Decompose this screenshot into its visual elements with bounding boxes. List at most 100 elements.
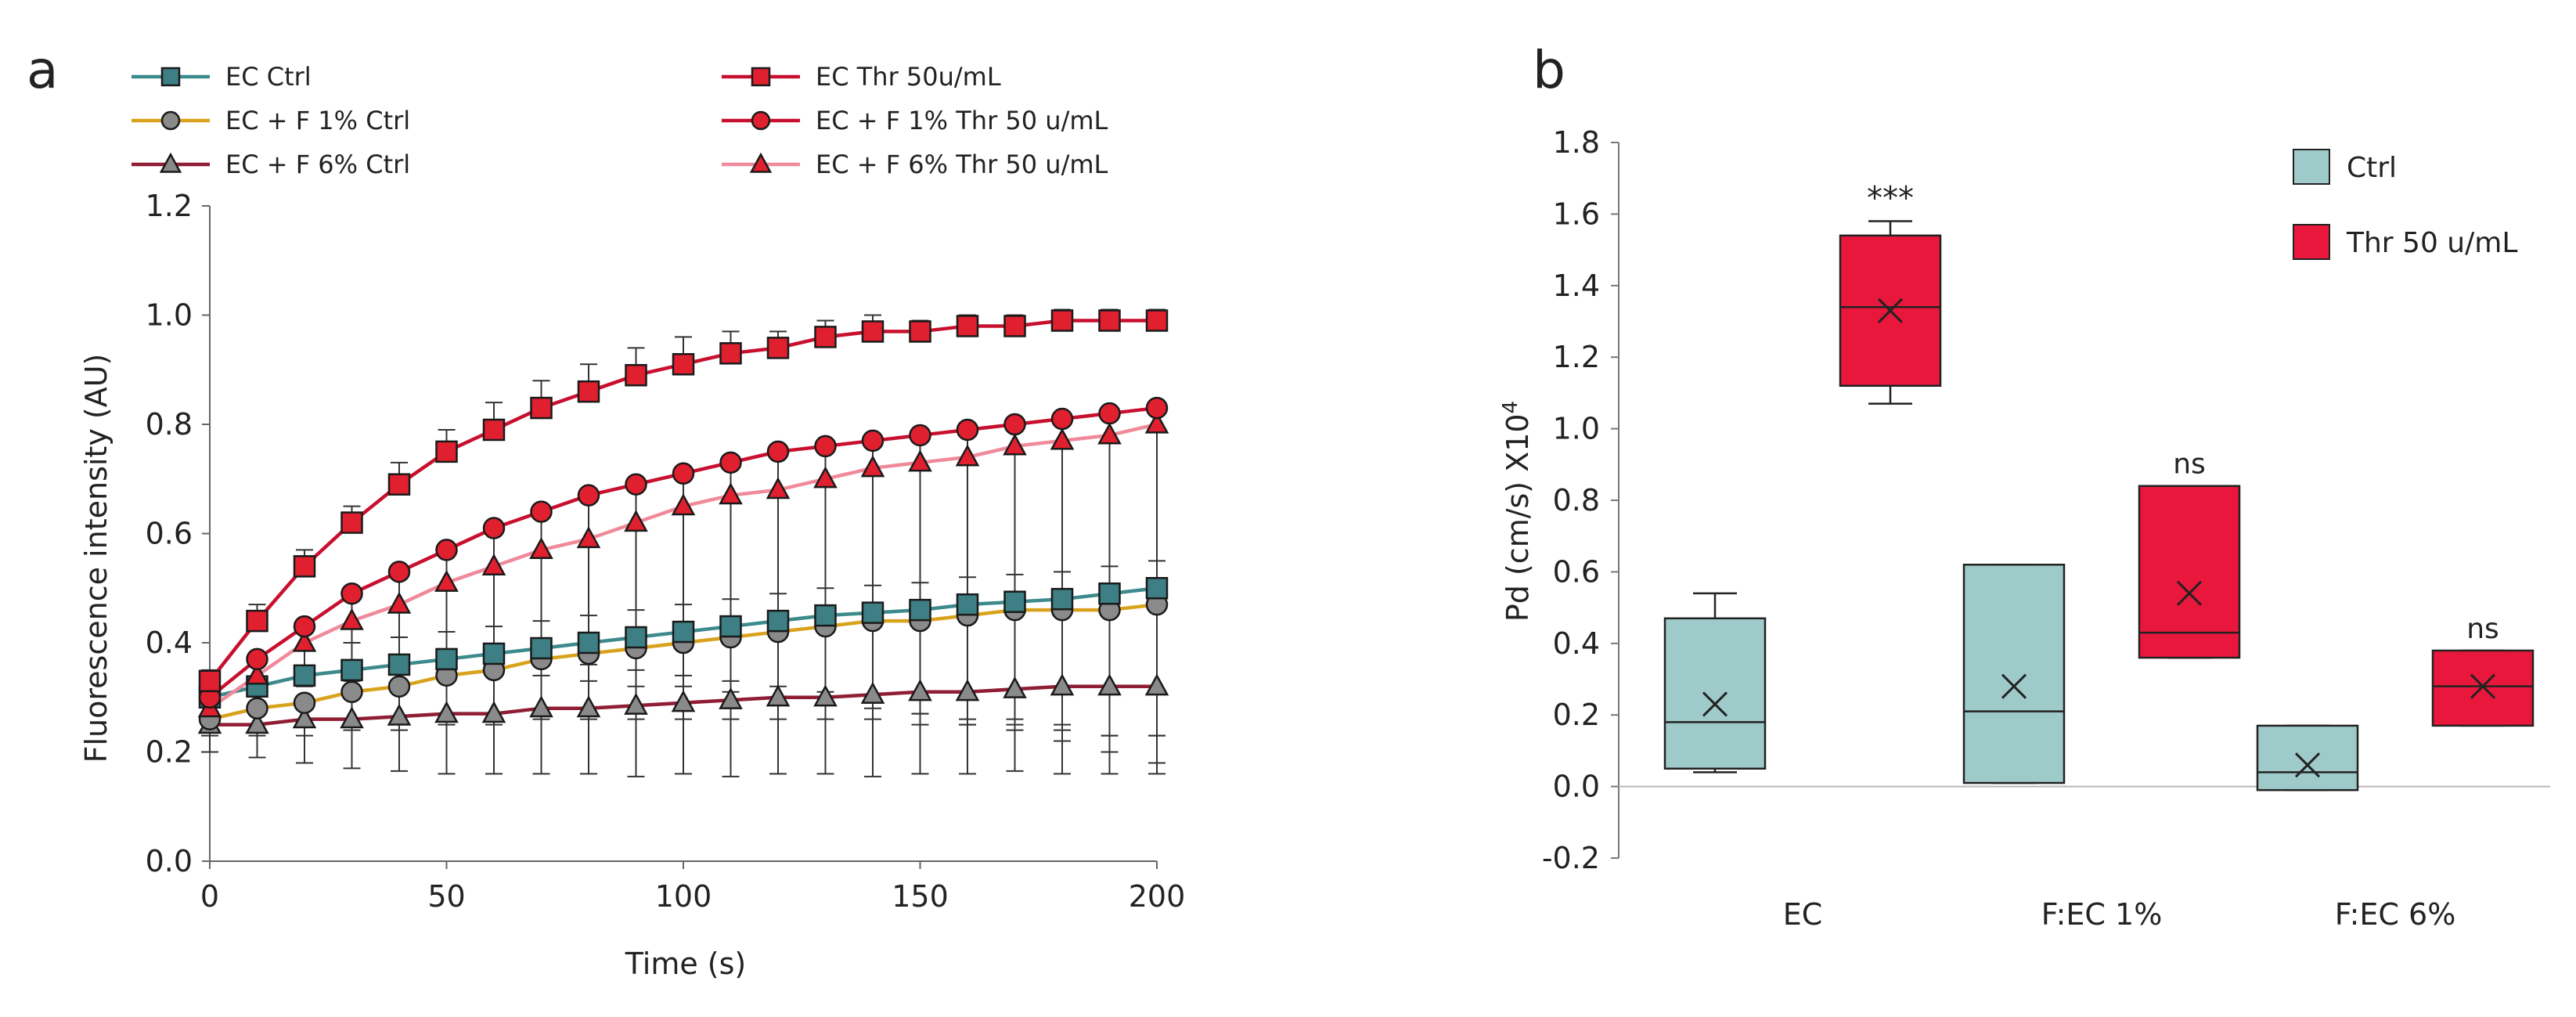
- panel-a-data-point: [814, 604, 837, 627]
- panel-a-data-point: [387, 703, 412, 726]
- panel-a-data-point: [955, 679, 980, 701]
- panel-b-category-label: EC: [1783, 897, 1823, 932]
- panel-b-significance-label: ***: [1867, 181, 1914, 217]
- panel-b-category-label: F:EC 1%: [2041, 897, 2163, 932]
- panel-b-y-tick-label: 0.2: [1553, 698, 1600, 732]
- box-body: [2256, 724, 2359, 792]
- panel-a-x-tick-label: 0: [200, 879, 219, 914]
- panel-a-data-point: [577, 380, 600, 403]
- panel-b-letter: b: [1533, 40, 1565, 100]
- panel-a-data-point: [482, 642, 506, 665]
- panel-a-data-point: [719, 615, 742, 638]
- box-body: [1962, 564, 2066, 784]
- panel-a-data-point: [861, 601, 884, 624]
- panel-a-legend-label: EC + F 6% Thr 50 u/mL: [816, 150, 1108, 179]
- panel-b-axes: -0.2 0.0 0.2 0.4 0.6 0.8 1.0 1.2 1.4 1.6 1.8 EC F:EC…: [1542, 125, 2550, 932]
- panel-a-data-point: [1003, 590, 1026, 613]
- panel-a-y-tick-label: 0.6: [146, 517, 193, 551]
- panel-a-data-point: [1003, 315, 1026, 337]
- panel-a-legend-swatch-marker: [751, 110, 771, 131]
- panel-a-data-point: [1003, 433, 1027, 456]
- panel-a-data-point: [766, 477, 791, 499]
- panel-a-data-point: [766, 440, 790, 463]
- panel-a-data-point: [624, 692, 648, 715]
- panel-a-data-point: [434, 569, 459, 592]
- panel-a-x-tick-label: 200: [1129, 879, 1186, 914]
- panel-a-data-point: [529, 537, 553, 560]
- panel-a-y-tick-label: 1.0: [146, 298, 193, 333]
- panel-a-data-point: [387, 591, 412, 614]
- box-mean-marker: [2294, 752, 2321, 778]
- panel-a-y-axis-title: Fluorescence intensity (AU): [79, 354, 113, 763]
- panel-a-data-point: [482, 418, 506, 442]
- panel-a-legend-label: EC + F 1% Thr 50 u/mL: [816, 106, 1108, 135]
- box-mean-marker: [2001, 673, 2027, 699]
- panel-a-data-point: [293, 555, 316, 578]
- panel-b-significance-label: ns: [2173, 449, 2206, 481]
- panel-a-data-point: [1050, 673, 1075, 696]
- panel-a-data-point: [955, 444, 980, 467]
- panel-a-x-tick-label: 150: [892, 879, 949, 914]
- panel-a-legend-swatch-marker: [749, 152, 773, 173]
- panel-a-data-point: [481, 553, 506, 575]
- panel-a-markers: [197, 309, 1169, 734]
- panel-a-data-point: [1050, 309, 1074, 332]
- panel-a-data-point: [1050, 407, 1074, 431]
- panel-a-legend: EC Ctrl EC + F 1% Ctrl EC + F 6% Ctrl EC Th…: [132, 62, 1108, 179]
- panel-a-data-point: [292, 629, 317, 652]
- panel-a-legend-label: EC Ctrl: [225, 62, 312, 92]
- panel-b-boxes: [1663, 220, 2535, 792]
- panel-a-data-point: [1145, 309, 1169, 332]
- panel-a-data-point: [435, 539, 458, 561]
- panel-a-data-point: [625, 363, 647, 387]
- panel-a-data-point: [576, 695, 601, 718]
- panel-b-legend-swatch: [2293, 149, 2330, 185]
- panel-a-data-point: [1003, 413, 1026, 436]
- panel-a-data-point: [861, 429, 884, 453]
- panel-b-y-tick-label: 0.0: [1553, 770, 1600, 804]
- panel-a-data-point: [387, 653, 411, 676]
- panel-a-data-point: [1098, 402, 1121, 425]
- panel-a-axes: 0.0 0.2 0.4 0.6 0.8 1.0 1.2 0 50 100 150 200: [146, 189, 1186, 914]
- panel-a-y-tick-label: 0.8: [146, 407, 193, 442]
- panel-a-data-point: [435, 440, 458, 463]
- panel-a-data-point: [860, 455, 885, 478]
- panel-b-y-tick-label: 0.6: [1553, 554, 1600, 589]
- panel-a-data-point: [1098, 309, 1121, 332]
- panel-b-significance-label: ns: [2466, 613, 2499, 645]
- panel-a-data-point: [435, 647, 458, 671]
- panel-a-data-point: [956, 418, 979, 442]
- panel-a-data-point: [530, 396, 553, 420]
- panel-a-data-point: [481, 701, 506, 723]
- box-mean-marker: [2176, 580, 2203, 606]
- panel-a-legend-label: EC + F 1% Ctrl: [225, 106, 410, 135]
- panel-a-data-point: [908, 449, 932, 472]
- panel-a-data-point: [1097, 422, 1122, 445]
- panel-a-legend-swatch-marker: [160, 110, 181, 131]
- panel-a-data-point: [387, 675, 411, 698]
- panel-a-data-point: [671, 690, 696, 712]
- panel-a-data-point: [1098, 582, 1121, 605]
- panel-a-data-point: [861, 320, 884, 343]
- panel-a-data-point: [340, 680, 363, 704]
- panel-a-data-point: [198, 669, 222, 693]
- panel-b-category-label: F:EC 6%: [2335, 897, 2456, 932]
- panel-a-data-point: [482, 517, 506, 539]
- panel-a-legend-swatch-marker: [751, 67, 771, 87]
- panel-a-data-point: [719, 482, 743, 505]
- panel-a-data-point: [340, 511, 363, 534]
- panel-b: b -0.2 0.0 0.2 0.4 0.6 0.8 1.0 1.2 1.4 1.6 1.8 EC F:…: [1499, 40, 2550, 932]
- panel-a-data-point: [766, 337, 790, 359]
- panel-a-y-tick-label: 0.0: [146, 844, 193, 878]
- panel-a-data-point: [246, 697, 268, 719]
- panel-a-data-point: [672, 353, 695, 376]
- panel-a-data-point: [956, 593, 979, 616]
- panel-b-y-tick-label: 1.8: [1553, 125, 1600, 160]
- panel-a-data-point: [340, 658, 363, 682]
- panel-b-y-tick-label: 0.4: [1553, 626, 1600, 661]
- panel-a-data-point: [530, 637, 553, 660]
- panel-b-legend-label: Ctrl: [2347, 152, 2397, 184]
- panel-b-y-tick-label: 1.6: [1553, 197, 1600, 231]
- panel-b-y-tick-label: 1.4: [1553, 269, 1600, 303]
- panel-a-data-point: [293, 691, 316, 714]
